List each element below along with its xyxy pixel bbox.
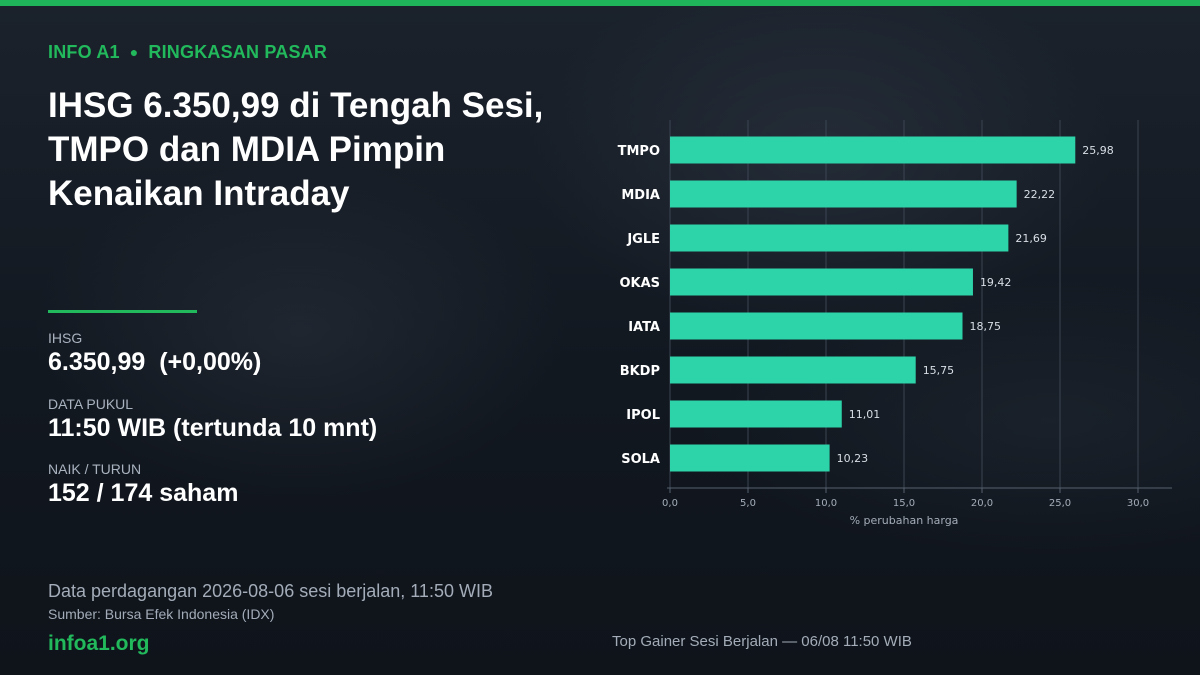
value-label-tmpo: 25,98 [1082,144,1114,157]
x-tick-label-6: 30,0 [1127,498,1149,509]
kicker-dot-icon: ● [129,44,139,60]
time-value: 11:50 WIB (tertunda 10 mnt) [48,414,378,442]
bar-okas [670,268,973,296]
breadth-value: 152 / 174 saham [48,479,239,507]
breadth-label: NAIK / TURUN [48,461,142,477]
bar-bkdp [670,356,916,384]
value-label-ipol: 11,01 [849,408,881,421]
bar-mdia [670,180,1017,208]
data-note: Data perdagangan 2026-08-06 sesi berjala… [48,581,493,601]
kicker-brand: INFO A1 [48,42,120,62]
source-note: Sumber: Bursa Efek Indonesia (IDX) [48,606,275,622]
kicker: INFO A1 ● RINGKASAN PASAR [48,42,327,63]
brand-link[interactable]: infoa1.org [48,632,150,655]
category-label-sola: SOLA [621,452,660,467]
category-label-ipol: IPOL [626,408,660,423]
x-tick-label-3: 15,0 [893,498,915,509]
bar-iata [670,312,963,340]
category-label-okas: OKAS [619,276,660,291]
bar-sola [670,444,830,472]
divider [48,310,197,313]
value-label-bkdp: 15,75 [923,364,955,377]
time-label: DATA PUKUL [48,396,134,412]
bar-ipol [670,400,842,428]
category-label-tmpo: TMPO [618,144,660,159]
value-label-jgle: 21,69 [1015,232,1047,245]
bar-tmpo [670,136,1076,164]
ihsg-label: IHSG [48,330,83,346]
x-tick-label-0: 0,0 [662,498,678,509]
x-tick-label-4: 20,0 [971,498,993,509]
category-label-iata: IATA [628,320,660,335]
top-accent-bar [0,0,1200,6]
category-label-jgle: JGLE [626,232,660,247]
category-label-mdia: MDIA [621,188,660,203]
kicker-section: RINGKASAN PASAR [148,42,328,62]
bar-jgle [670,224,1009,252]
value-label-sola: 10,23 [837,452,869,465]
value-label-iata: 18,75 [970,320,1002,333]
category-label-bkdp: BKDP [620,364,660,379]
value-label-okas: 19,42 [980,276,1012,289]
value-label-mdia: 22,22 [1024,188,1056,201]
x-tick-label-5: 25,0 [1049,498,1071,509]
headline: IHSG 6.350,99 di Tengah Sesi, TMPO dan M… [48,86,544,213]
x-tick-label-2: 10,0 [815,498,837,509]
ihsg-value: 6.350,99 (+0,00%) [48,348,262,376]
x-tick-label-1: 5,0 [740,498,756,509]
chart-caption: Top Gainer Sesi Berjalan — 06/08 11:50 W… [612,633,912,650]
x-axis-label: % perubahan harga [850,514,959,527]
